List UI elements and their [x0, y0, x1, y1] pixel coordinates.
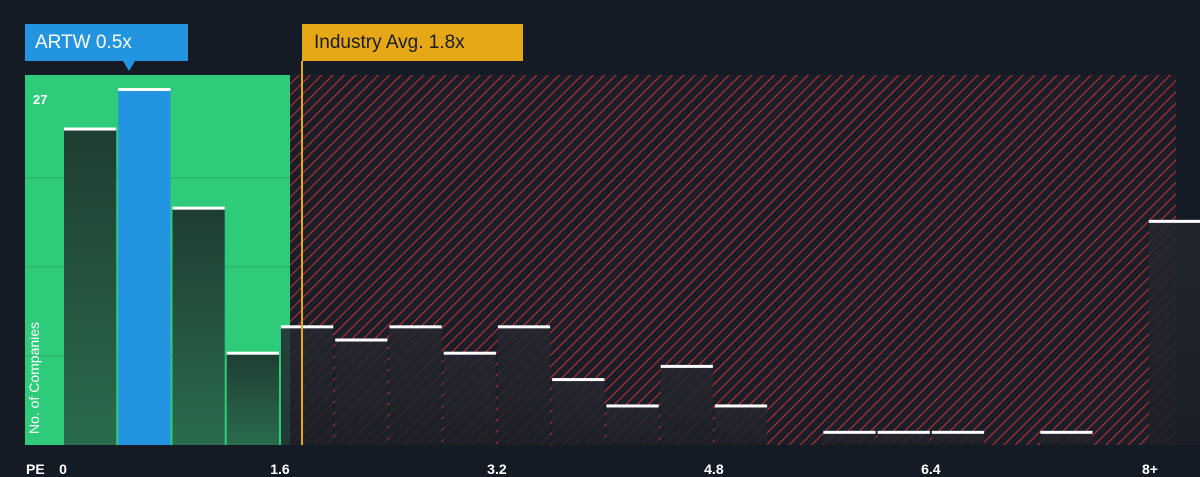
- histogram-bar: [1040, 431, 1093, 445]
- bar-top-cap: [714, 404, 768, 408]
- x-tick-label: 8+: [1142, 461, 1158, 477]
- company-pe-callout: ARTW 0.5x: [25, 24, 188, 61]
- bar-top-cap: [606, 404, 659, 408]
- bar-top-cap: [1040, 430, 1093, 434]
- bar-top-cap: [389, 325, 442, 329]
- bar-top-cap: [335, 338, 388, 342]
- x-tick-label: 6.4: [921, 461, 941, 477]
- bar-top-cap: [823, 430, 876, 434]
- bar-top-cap: [443, 351, 496, 355]
- histogram-bar: [389, 326, 442, 445]
- histogram-bar: [1148, 220, 1200, 445]
- x-tick-label: 0: [59, 461, 67, 477]
- x-tick-label: 4.8: [704, 461, 724, 477]
- bar-top-cap: [64, 127, 117, 131]
- y-tick-label-max: 27: [33, 92, 48, 107]
- x-axis-label: PE: [26, 461, 45, 477]
- bar-top-cap: [552, 378, 605, 382]
- histogram-bar: [172, 207, 225, 445]
- histogram-bar: [660, 365, 713, 445]
- company-callout-pointer: [123, 61, 135, 71]
- bar-top-cap: [497, 325, 551, 329]
- histogram-bar: [877, 431, 930, 445]
- bar-top-cap: [280, 325, 334, 329]
- bar-top-cap: [660, 364, 713, 368]
- bar-top-cap: [172, 206, 225, 210]
- bar-top-cap: [226, 351, 279, 355]
- y-axis-label: No. of Companies: [26, 321, 42, 434]
- industry-average-line: [301, 61, 303, 445]
- histogram-bar: [226, 352, 279, 445]
- industry-average-callout: Industry Avg. 1.8x: [302, 24, 523, 61]
- histogram-bar: [823, 431, 876, 445]
- histogram-bar: [64, 128, 117, 446]
- histogram-bar: [714, 405, 768, 445]
- histogram-bar: [335, 339, 388, 445]
- histogram-bar: [606, 405, 659, 445]
- histogram-bar: [497, 326, 551, 445]
- x-tick-label: 1.6: [270, 461, 290, 477]
- bar-top-cap: [931, 430, 985, 434]
- bar-top-cap: [1148, 219, 1200, 223]
- histogram-bar: [443, 352, 496, 445]
- company-bar: [118, 89, 171, 445]
- bar-top-cap: [877, 430, 930, 434]
- histogram-bar: [931, 431, 985, 445]
- histogram-bar: [552, 379, 605, 445]
- x-tick-label: 3.2: [487, 461, 507, 477]
- histogram-bar: [280, 326, 334, 445]
- bar-top-cap: [118, 88, 171, 91]
